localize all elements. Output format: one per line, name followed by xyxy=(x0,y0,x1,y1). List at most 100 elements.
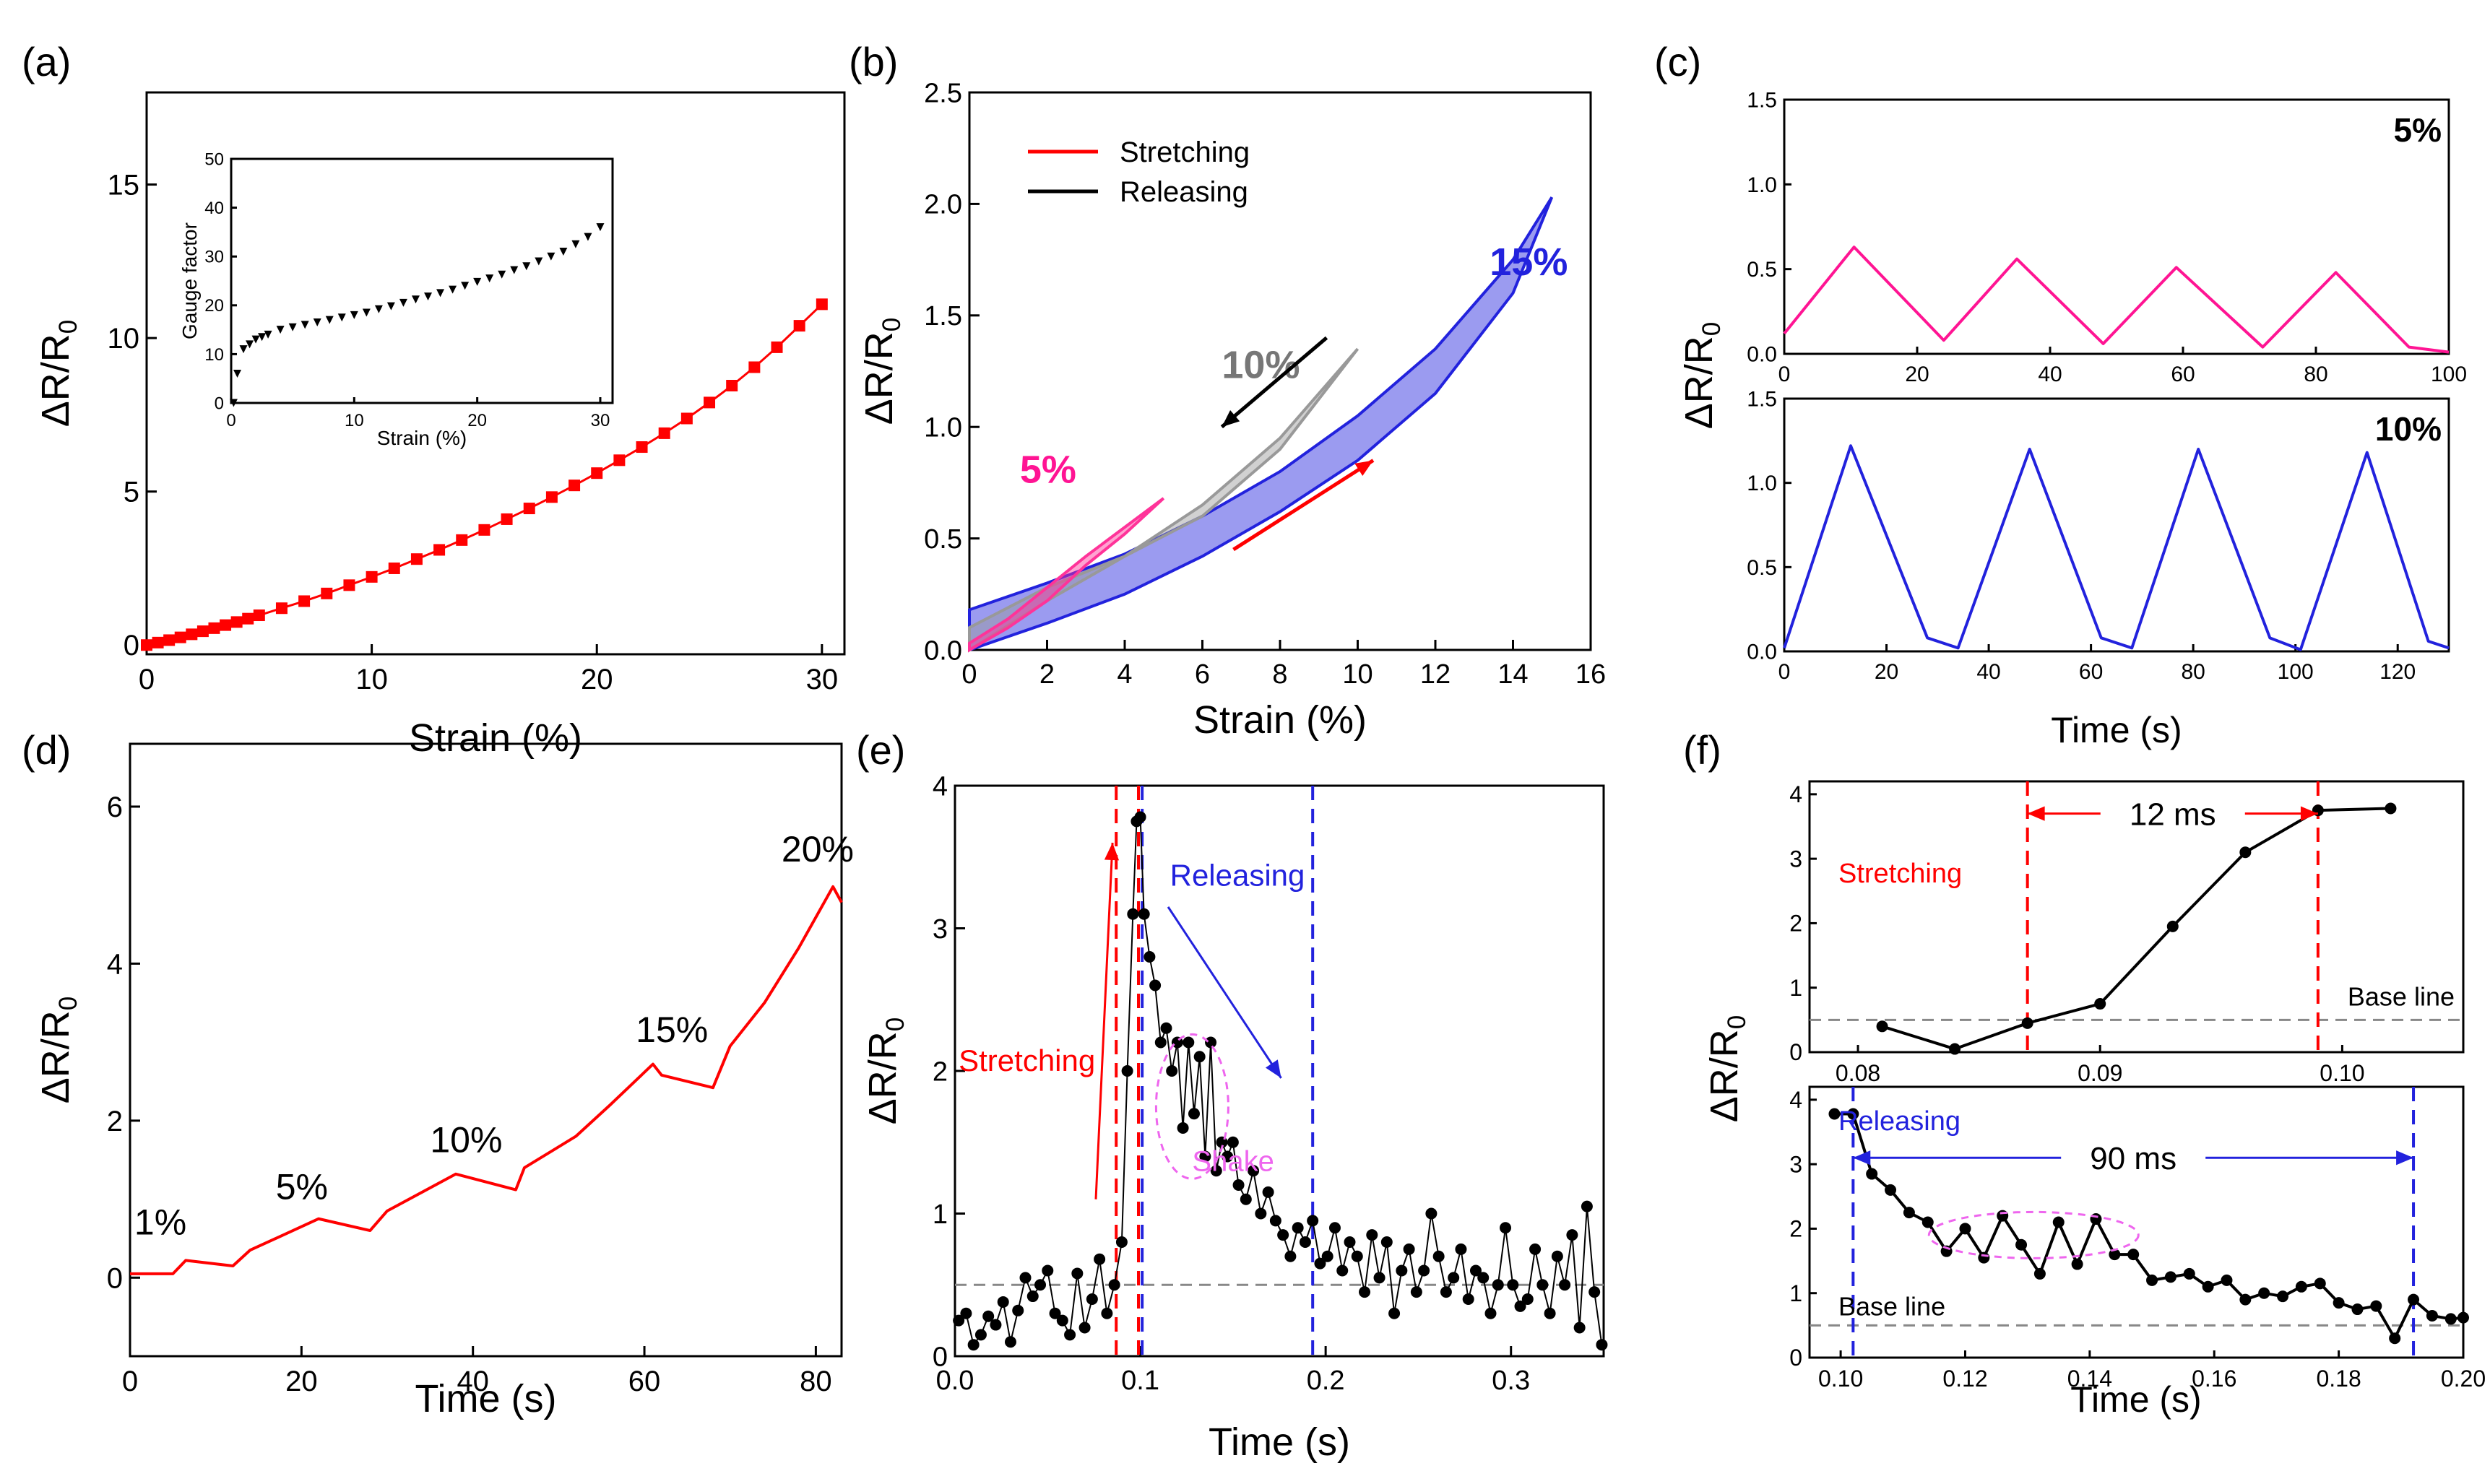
panel-e-point xyxy=(1026,1290,1039,1303)
panel-d-xtick-label: 60 xyxy=(628,1366,661,1397)
panel-e-point xyxy=(1240,1193,1252,1205)
panel-a-inset-point xyxy=(362,308,371,317)
panel-f-sub2-point xyxy=(2183,1267,2195,1280)
panel-a-inset-point xyxy=(350,311,358,319)
panel-a-inset-point xyxy=(584,233,592,241)
panel-e-point xyxy=(1227,1136,1239,1148)
panel-d-ytick-label: 4 xyxy=(107,948,123,980)
panel-e-point xyxy=(1078,1322,1091,1334)
panel-e-point xyxy=(1432,1250,1445,1262)
panel-d-anno: 20% xyxy=(782,829,854,869)
panel-c-ylabel: ΔR/R0 xyxy=(1677,322,1726,430)
panel-e-point xyxy=(1544,1307,1556,1319)
panel-e-xtick-label: 0.1 xyxy=(1121,1366,1159,1396)
panel-f-sub2-point xyxy=(1903,1207,1915,1219)
panel-f-sub1-axes xyxy=(1808,780,2465,1054)
panel-e-point xyxy=(982,1310,995,1322)
panel-e-point xyxy=(1588,1286,1601,1298)
panel-a-inset-point xyxy=(325,316,334,324)
panel-f-sub2-point xyxy=(2295,1280,2307,1293)
panel-f-sub1-interval-arrow-right xyxy=(2244,806,2318,821)
panel-e-point xyxy=(1336,1264,1349,1277)
panel-a-inset-point xyxy=(276,326,285,334)
panel-e-point xyxy=(1500,1222,1512,1234)
panel-b-xtick-label: 10 xyxy=(1342,659,1372,690)
panel-a-inset-point xyxy=(313,318,321,326)
panel-c-sub2-ytick-label: 0.5 xyxy=(1747,556,1777,580)
panel-d-xtick-label: 40 xyxy=(457,1366,489,1397)
panel-f-sub1-ytick-label: 3 xyxy=(1789,846,1802,872)
panel-e-point xyxy=(1299,1236,1311,1248)
panel-a-inset-point xyxy=(233,369,242,378)
panel-a-inset-point xyxy=(461,282,470,290)
panel-d-anno: 5% xyxy=(276,1167,328,1207)
panel-b-ytick-label: 1.5 xyxy=(924,301,962,331)
panel-e-point xyxy=(1205,1036,1217,1049)
panel-e-point xyxy=(1388,1307,1401,1319)
panel-c-sub2-xtick-label: 40 xyxy=(1976,660,2000,684)
panel-b-xtick-label: 4 xyxy=(1117,659,1132,690)
panel-e-point xyxy=(1529,1243,1542,1255)
panel-e-ytick-label: 3 xyxy=(933,914,948,945)
panel-e-point xyxy=(1248,1165,1260,1177)
panel-e-point xyxy=(1004,1336,1016,1348)
panel-f-sub2-point xyxy=(2457,1311,2469,1324)
panel-e-point xyxy=(1193,1051,1206,1063)
panel-e-point xyxy=(1042,1264,1054,1277)
panel-c-sub1-axes xyxy=(1783,98,2450,355)
panel-c-sub2-xtick-label: 60 xyxy=(2079,660,2103,684)
panel-a-xtick-label: 20 xyxy=(581,664,613,695)
panel-a-inset-point xyxy=(559,247,568,256)
panel-f-sub1-point xyxy=(2094,998,2106,1010)
panel-c-sub2-ytick-label: 1.0 xyxy=(1747,472,1777,495)
panel-e-point xyxy=(1160,1022,1172,1034)
panel-e-point xyxy=(1403,1243,1415,1255)
panel-e-point xyxy=(1366,1229,1378,1241)
panel-f-sub2-point xyxy=(1828,1108,1841,1120)
panel-c-sub1-ytick-label: 1.5 xyxy=(1747,89,1777,113)
panel-e-point xyxy=(1359,1286,1371,1298)
panel-e-shake-ellipse xyxy=(1154,1033,1229,1180)
panel-e-point xyxy=(1064,1329,1076,1341)
panel-e-xtick-label: 0.2 xyxy=(1307,1366,1345,1396)
panel-a-axes xyxy=(145,91,846,656)
panel-c-sub2-ytick-label: 0.0 xyxy=(1747,641,1777,664)
panel-e-point xyxy=(1418,1264,1430,1277)
panel-d-anno: 15% xyxy=(636,1010,708,1050)
panel-e-point xyxy=(1222,1150,1234,1163)
panel-f-sub2-point xyxy=(2258,1287,2270,1299)
panel-a-inset-point xyxy=(596,223,605,232)
panel-a-ylabel-subscript: 0 xyxy=(54,320,82,334)
panel-e-point xyxy=(1121,1065,1133,1077)
panel-b-release-arrow-head xyxy=(1222,409,1240,428)
panel-f-sub2-point xyxy=(2052,1216,2065,1228)
panel-b-ylabel: ΔR/R0 xyxy=(857,318,906,425)
panel-f-sub2-shake-ellipse xyxy=(1927,1210,2140,1259)
panel-e-point xyxy=(1262,1186,1274,1198)
panel-e-point xyxy=(960,1307,972,1319)
panel-e-release-arrow xyxy=(1167,906,1282,1079)
panel-f-sub2-point xyxy=(1978,1251,1990,1264)
panel-b-stretch-arrow-shaft xyxy=(1232,459,1375,552)
panel-a-xlabel: Strain (%) xyxy=(409,716,582,760)
panel-f-sub2-interval-arrow-right-head xyxy=(2396,1150,2414,1166)
panel-c-sub1-xtick-label: 20 xyxy=(1905,363,1929,386)
panel-e-point xyxy=(1440,1286,1452,1298)
panel-f-sub1-baseline-label: Base line xyxy=(2348,981,2455,1011)
panel-b-xtick-label: 12 xyxy=(1420,659,1451,690)
panel-b-ytick-label: 2.0 xyxy=(924,190,962,220)
panel-e-point xyxy=(1210,1165,1222,1177)
panel-e-point xyxy=(1396,1264,1408,1277)
panel-f-sub1-xtick-label: 0.10 xyxy=(2320,1060,2364,1086)
panel-e-point xyxy=(1012,1304,1024,1316)
panel-e-ylabel-subscript: 0 xyxy=(881,1017,909,1032)
panel-b-stretch-arrow xyxy=(1232,459,1375,552)
panel-e-xlabel: Time (s) xyxy=(1209,1420,1350,1464)
panel-d-xlabel: Time (s) xyxy=(415,1377,557,1420)
panel-b-xtick-label: 2 xyxy=(1039,659,1055,690)
panel-b-xtick-label: 16 xyxy=(1575,659,1606,690)
panel-d-anno: 10% xyxy=(430,1119,502,1160)
panel-c-sub1-xtick-label: 60 xyxy=(2171,363,2195,386)
panel-c-label: (c) xyxy=(1654,39,1701,84)
